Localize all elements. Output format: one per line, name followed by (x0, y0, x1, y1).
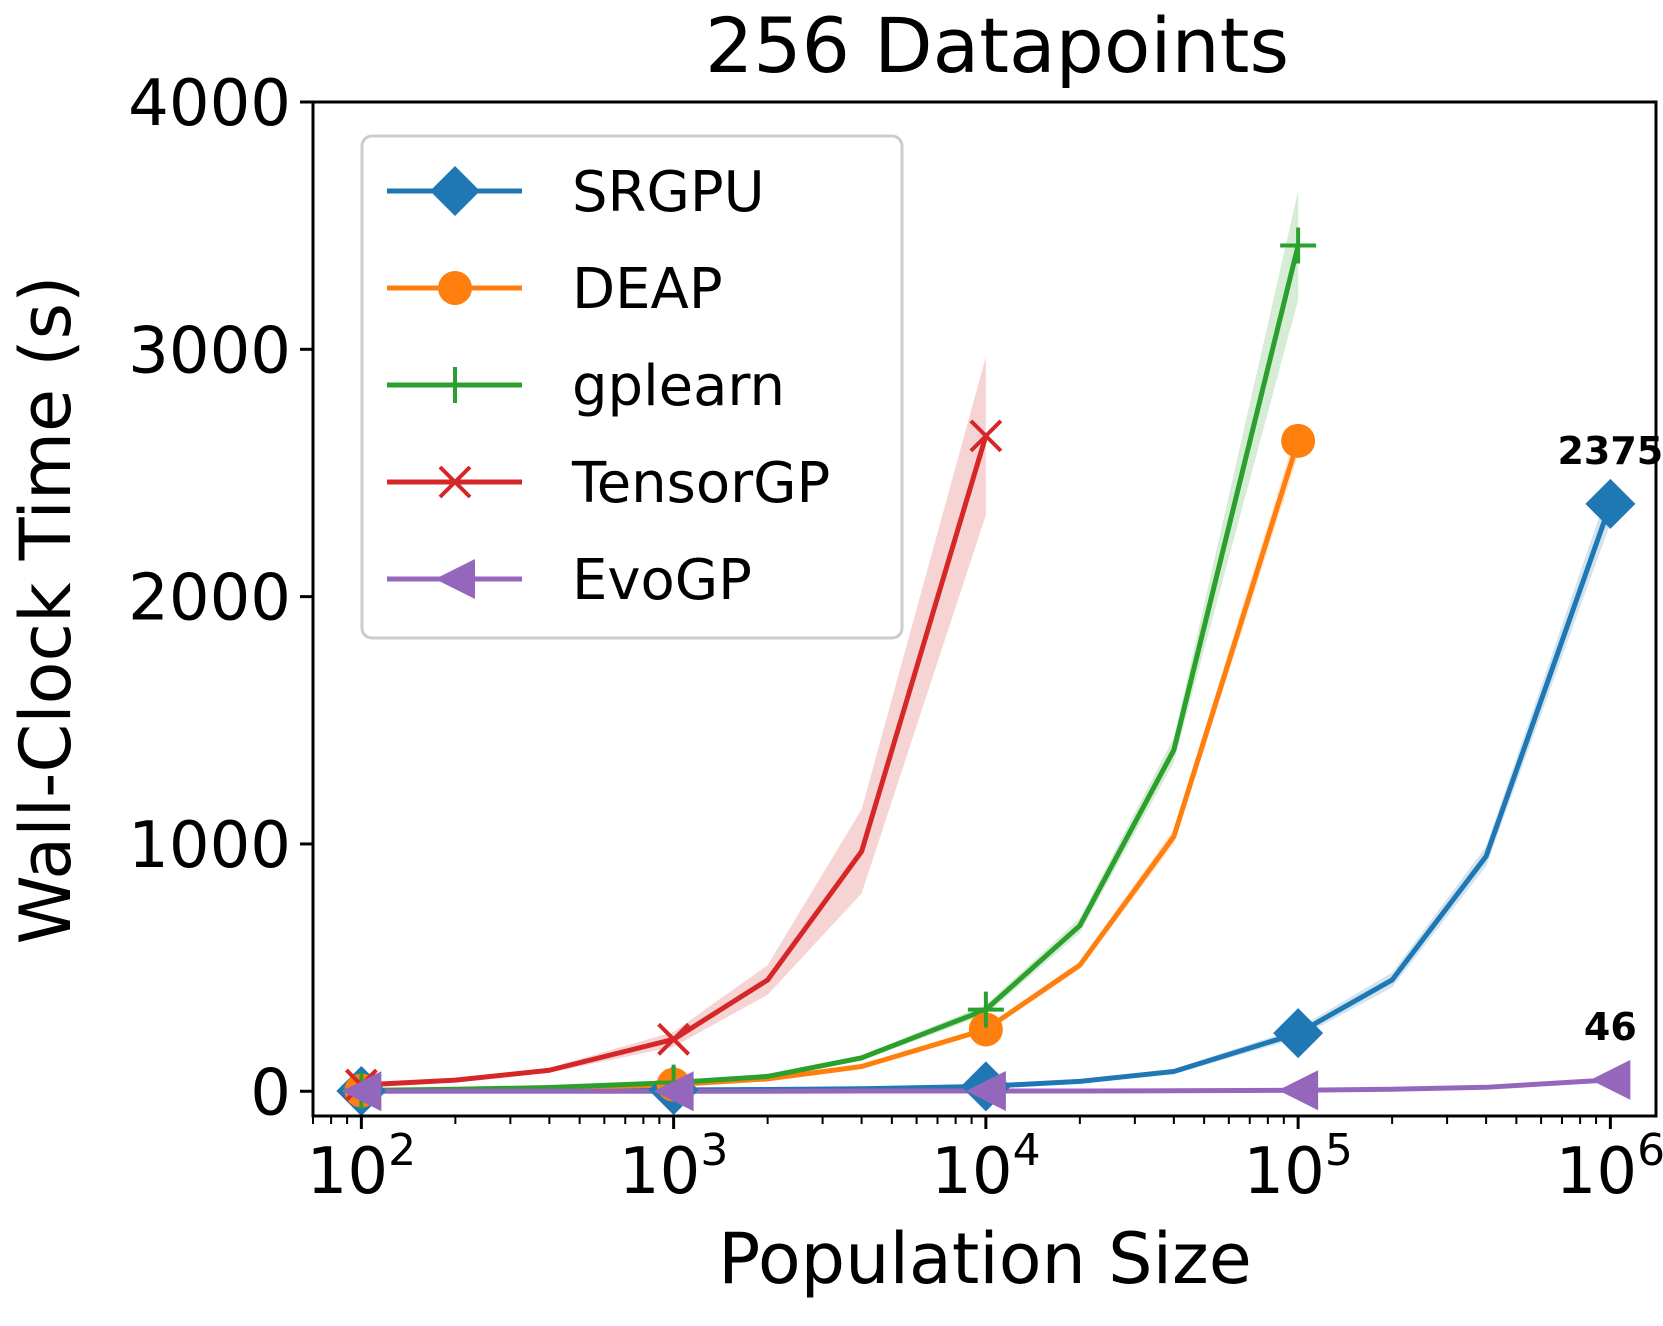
y-tick-label: 3000 (128, 314, 291, 388)
legend-marker (430, 166, 480, 216)
legend-label: TensorGP (571, 451, 830, 516)
tensorgp-point (657, 1022, 691, 1056)
x-tick-label: 106 (1556, 1125, 1663, 1209)
annotation-label: 2375 (1557, 429, 1663, 473)
x-tick-label: 104 (931, 1125, 1040, 1209)
legend-label: SRGPU (572, 160, 765, 225)
gplearn-point (967, 991, 1004, 1028)
x-tick-label: 105 (1243, 1125, 1352, 1209)
x-axis-ticks: 102 103 104 105 106 (307, 1116, 1663, 1209)
legend-label: EvoGP (572, 548, 752, 613)
tensorgp-error-band (361, 356, 986, 1087)
deap-point (1281, 423, 1316, 458)
evogp-point (965, 1071, 1006, 1112)
evogp-point (1590, 1059, 1631, 1100)
evogp-point (1278, 1070, 1319, 1111)
legend-label: gplearn (572, 354, 785, 419)
legend: SRGPU DEAP gplearn TensorGP EvoGP (360, 134, 904, 640)
srgpu-point (1585, 478, 1636, 529)
legend-item-deap: DEAP (387, 257, 723, 322)
legend-marker (438, 465, 472, 499)
chart-title: 256 Datapoints (705, 1, 1289, 90)
legend-item-tensorgp: TensorGP (387, 451, 830, 516)
deap-point (968, 1012, 1003, 1047)
y-tick-label: 4000 (128, 67, 291, 141)
y-tick-label: 2000 (128, 562, 291, 636)
legend-item-evogp: EvoGP (387, 548, 752, 613)
y-tick-label: 0 (250, 1056, 291, 1130)
legend-marker (437, 367, 473, 403)
x-tick-label: 103 (619, 1125, 728, 1209)
annotations: 2375 46 (1557, 429, 1663, 1049)
annotation-label: 46 (1584, 1005, 1637, 1049)
tensorgp-point (969, 419, 1003, 453)
x-tick-label: 102 (307, 1125, 416, 1209)
error-bands (361, 191, 1611, 1092)
x-axis-label: Population Size (718, 1218, 1252, 1300)
legend-label: DEAP (572, 257, 723, 322)
legend-frame (360, 134, 904, 640)
y-axis-ticks: 0 1000 2000 3000 4000 (128, 67, 313, 1130)
legend-item-srgpu: SRGPU (387, 160, 765, 225)
y-tick-label: 1000 (128, 809, 291, 883)
evogp-point (341, 1071, 382, 1112)
evogp-point (653, 1071, 694, 1112)
series-markers (336, 227, 1636, 1117)
legend-marker (435, 559, 475, 599)
legend-item-gplearn: gplearn (387, 354, 785, 419)
y-axis-label: Wall-Clock Time (s) (5, 276, 87, 945)
srgpu-point (1273, 1008, 1324, 1059)
legend-marker (438, 271, 472, 305)
gplearn-point (1280, 227, 1317, 264)
gplearn-line (361, 244, 1301, 1094)
